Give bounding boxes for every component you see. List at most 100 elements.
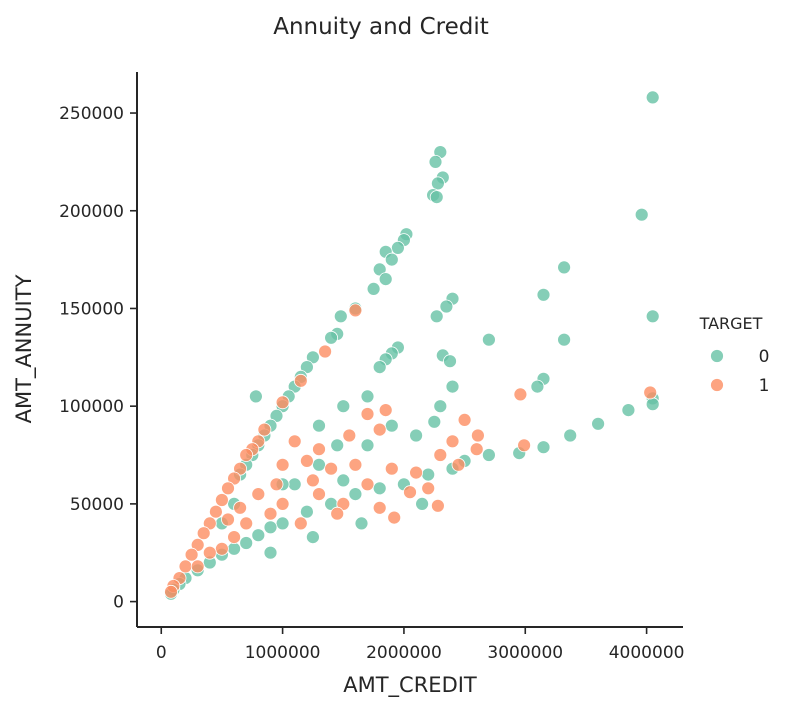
scatter-point-target-0 [557, 260, 571, 275]
scatter-point-target-1 [190, 538, 205, 552]
x-tick-label: 0 [156, 643, 167, 663]
scatter-point-target-0 [263, 545, 278, 560]
scatter-point-target-0 [312, 457, 326, 472]
scatter-point-target-0 [287, 477, 302, 492]
legend-title: TARGET [699, 314, 763, 333]
y-tick-label: 100000 [59, 397, 124, 417]
scatter-point-target-1 [457, 412, 472, 427]
scatter-point-target-1 [403, 485, 417, 500]
scatter-point-target-0 [299, 504, 314, 519]
scatter-point-target-0 [645, 397, 660, 412]
scatter-point-target-0 [536, 440, 551, 455]
scatter-point-target-1 [275, 395, 290, 410]
legend-marker-1 [710, 378, 724, 392]
scatter-point-target-0 [429, 190, 444, 205]
scatter-point-target-0 [360, 438, 375, 453]
scatter-point-target-1 [470, 428, 485, 443]
scatter-point-target-1 [214, 493, 229, 507]
scatter-point-target-1 [430, 498, 445, 513]
scatter-point-target-1 [178, 559, 193, 574]
scatter-point-target-1 [384, 461, 399, 476]
scatter-point-target-1 [202, 516, 217, 531]
x-axis-label: AMT_CREDIT [343, 673, 477, 698]
scatter-point-target-1 [269, 477, 284, 492]
scatter-point-target-1 [360, 477, 375, 492]
scatter-point-target-1 [202, 545, 217, 560]
scatter-point-target-0 [384, 418, 399, 433]
y-tick-label: 250000 [59, 104, 124, 124]
scatter-point-target-1 [239, 516, 254, 531]
scatter-point-target-0 [430, 176, 445, 191]
scatter-point-target-1 [214, 541, 229, 556]
scatter-point-target-1 [221, 512, 235, 527]
scatter-point-target-1 [324, 461, 339, 476]
chart-title: Annuity and Credit [273, 14, 489, 40]
scatter-point-target-0 [312, 418, 326, 433]
scatter-point-target-0 [563, 428, 578, 443]
scatter-point-target-1 [275, 457, 290, 472]
scatter-point-target-1 [451, 457, 466, 472]
scatter-point-target-0 [591, 416, 605, 431]
scatter-point-target-0 [378, 272, 393, 287]
scatter-point-target-0 [372, 360, 387, 375]
legend-label-1: 1 [759, 376, 770, 396]
scatter-point-target-1 [433, 448, 448, 462]
scatter-point-target-0 [445, 379, 460, 394]
scatter-point-target-1 [227, 530, 242, 544]
y-tick-label: 50000 [70, 495, 124, 515]
scatter-point-target-1 [190, 559, 205, 574]
x-tick-label: 4000000 [609, 643, 685, 663]
scatter-point-target-0 [530, 379, 545, 394]
scatter-point-target-0 [439, 299, 454, 314]
scatter-point-target-1 [208, 504, 223, 519]
scatter-point-target-1 [312, 442, 326, 457]
scatter-point-target-0 [348, 487, 363, 502]
scatter-point-target-1 [318, 344, 333, 359]
legend: TARGET 0 1 [699, 314, 770, 396]
x-axis-ticks: 0 1000000 2000000 3000000 4000000 [156, 627, 685, 663]
scatter-point-target-0 [299, 360, 314, 375]
scatter-point-target-1 [287, 434, 302, 449]
y-axis-ticks: 0 50000 100000 150000 200000 250000 [59, 104, 137, 613]
scatter-point-target-1 [421, 481, 436, 496]
scatter-point-target-1 [348, 303, 363, 318]
scatter-point-target-1 [342, 428, 357, 443]
scatter-point-target-1 [263, 506, 278, 521]
scatter-point-target-0 [409, 428, 424, 443]
scatter-point-target-1 [221, 481, 235, 496]
scatter-point-target-0 [415, 496, 430, 511]
scatter-point-target-1 [275, 496, 290, 511]
scatter-point-target-1 [469, 442, 484, 457]
scatter-point-target-0 [354, 516, 369, 531]
scatter-point-target-0 [428, 154, 443, 169]
scatter-point-target-0 [621, 403, 636, 418]
scatter-point-target-1 [299, 453, 314, 468]
scatter-point-target-0 [263, 520, 278, 535]
x-tick-label: 2000000 [366, 643, 442, 663]
scatter-point-target-0 [251, 528, 266, 543]
scatter-point-target-0 [481, 332, 496, 347]
scatter-point-target-1 [312, 487, 326, 502]
legend-label-0: 0 [759, 347, 770, 367]
scatter-point-target-0 [421, 467, 436, 482]
scatter-point-target-0 [366, 281, 381, 296]
scatter-point-target-0 [336, 473, 351, 488]
scatter-point-target-1 [227, 471, 242, 486]
x-tick-label: 3000000 [487, 643, 563, 663]
scatter-point-target-1 [239, 448, 254, 462]
scatter-point-target-0 [360, 389, 375, 404]
scatter-point-target-1 [409, 465, 424, 480]
scatter-point-target-0 [275, 516, 290, 531]
x-tick-label: 1000000 [245, 643, 321, 663]
scatter-point-target-1 [445, 434, 460, 449]
scatter-point-target-0 [390, 240, 405, 255]
scatter-point-target-1 [372, 500, 387, 515]
scatter-point-target-0 [239, 536, 254, 550]
scatter-point-target-1 [372, 422, 387, 437]
scatter-point-target-1 [164, 584, 178, 599]
scatter-point-target-0 [384, 252, 399, 267]
scatter-point-target-0 [429, 309, 444, 324]
scatter-point-target-1 [348, 457, 363, 472]
y-tick-label: 200000 [59, 202, 124, 222]
